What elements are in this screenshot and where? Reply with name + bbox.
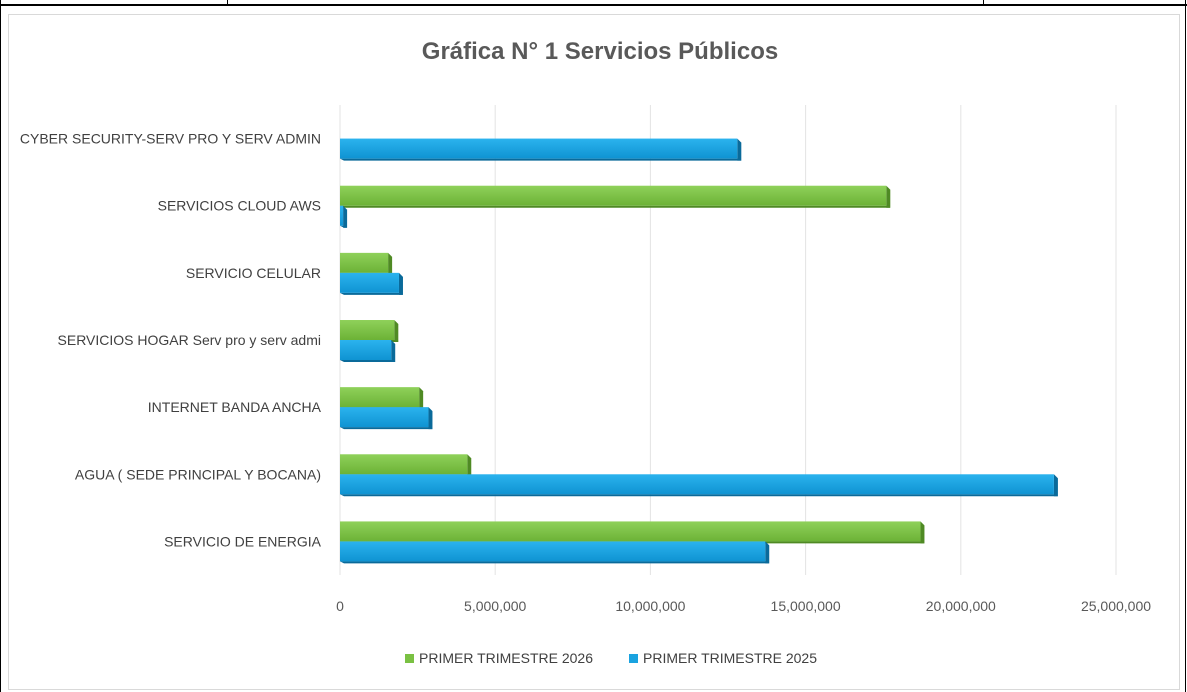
category-label: AGUA ( SEDE PRINCIPAL Y BOCANA) [75,466,321,482]
chart-area: SERVICIO DE ENERGIA AGUA ( SEDE PRINCIPAL… [8,14,1180,690]
bar-primer-trimestre-2026 [340,454,468,475]
legend-swatch [629,654,638,663]
bar-depth [737,138,742,161]
legend-label: PRIMER TRIMESTRE 2026 [419,650,593,666]
category-label: SERVICIOS HOGAR Serv pro y serv admi [58,332,321,348]
bar-depth [340,158,742,161]
bar-depth [428,407,433,430]
bar-depth [398,272,403,295]
bar-primer-trimestre-2025 [340,138,738,159]
x-tick-label: 25,000,000 [1081,598,1151,614]
bar-primer-trimestre-2026 [340,185,887,206]
bar-primer-trimestre-2025 [340,474,1054,495]
category-label: SERVICIO CELULAR [186,265,321,281]
bar-depth [886,185,891,208]
bar-depth [1053,474,1058,497]
category-labels: SERVICIO DE ENERGIA AGUA ( SEDE PRINCIPAL… [20,131,322,550]
bar-primer-trimestre-2025 [340,272,399,293]
bar-depth [920,521,925,544]
bar-depth [340,292,403,295]
bar-chart: SERVICIO DE ENERGIA AGUA ( SEDE PRINCIPAL… [20,38,1151,666]
table-left-border [0,0,1,692]
bar-depth [340,494,1058,497]
x-tick-labels: 0 5,000,000 10,000,000 15,000,000 20,000,000… [336,598,1151,614]
bar-depth [340,225,348,228]
bar-depth [394,320,399,342]
bar-primer-trimestre-2025 [340,205,344,226]
table-top-border [0,4,1187,6]
bar-primer-trimestre-2025 [340,340,392,360]
legend-swatch [405,654,414,663]
bar-depth [340,427,433,430]
bar-primer-trimestre-2025 [340,407,429,428]
x-tick-label: 15,000,000 [771,598,841,614]
legend: PRIMER TRIMESTRE 2026 PRIMER TRIMESTRE 20… [405,650,817,666]
category-label: CYBER SECURITY-SERV PRO Y SERV ADMIN [20,131,321,147]
table-right-border [1185,0,1186,692]
bar-depth [340,205,891,208]
bar-primer-trimestre-2026 [340,521,921,542]
table-cell-divider-left [227,0,228,5]
bars [340,138,1058,564]
chart-title: Gráfica N° 1 Servicios Públicos [422,38,778,65]
bar-depth [340,561,770,564]
bar-depth [343,205,348,228]
bar-depth [765,541,770,564]
category-label: SERVICIOS CLOUD AWS [158,198,321,214]
bar-depth [419,387,424,410]
bar-primer-trimestre-2026 [340,252,389,273]
bar-depth [467,454,472,477]
x-tick-label: 0 [336,598,344,614]
x-tick-label: 5,000,000 [464,598,526,614]
bar-depth [340,360,396,362]
bar-primer-trimestre-2026 [340,387,420,408]
x-tick-label: 10,000,000 [615,598,685,614]
category-label: INTERNET BANDA ANCHA [148,399,322,415]
gridlines [339,105,1117,575]
bar-primer-trimestre-2026 [340,320,395,340]
bar-primer-trimestre-2025 [340,541,766,562]
bar-depth [391,340,396,362]
category-label: SERVICIO DE ENERGIA [164,533,322,549]
table-cell-divider-right [983,0,984,5]
x-tick-label: 20,000,000 [926,598,996,614]
legend-label: PRIMER TRIMESTRE 2025 [643,650,817,666]
bar-depth [388,252,393,275]
